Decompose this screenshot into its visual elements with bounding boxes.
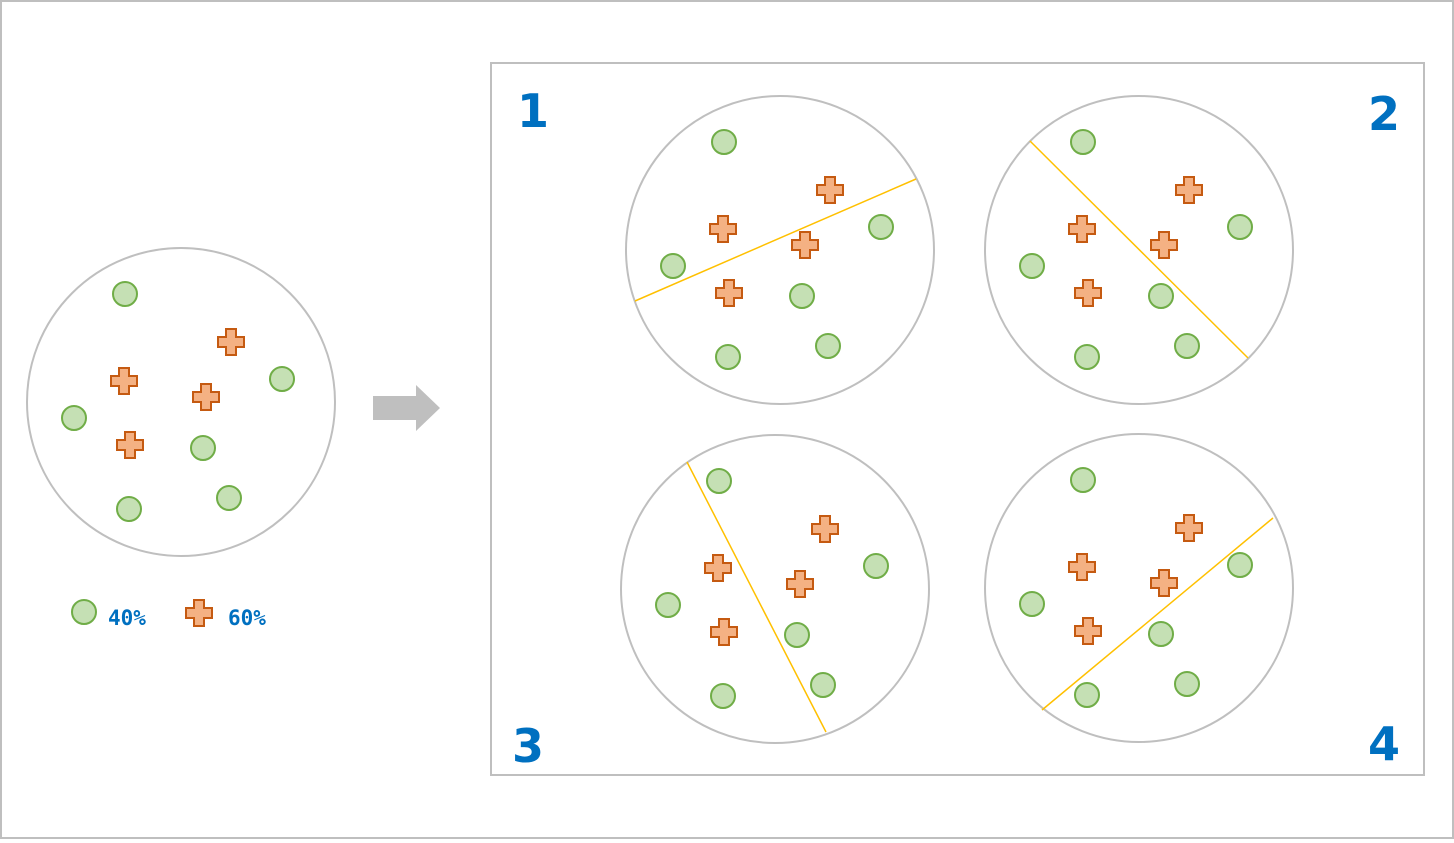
green-circle-marker: [1227, 214, 1253, 240]
legend-circle-label: 40%: [108, 606, 146, 630]
orange-cross-marker: [192, 383, 220, 411]
green-circle-marker: [216, 485, 242, 511]
orange-cross-marker: [1150, 231, 1178, 259]
orange-cross-marker: [786, 570, 814, 598]
legend: 40% 60%: [71, 599, 266, 630]
green-circle-marker: [1070, 129, 1096, 155]
panel-1-population: [625, 95, 935, 405]
orange-cross-marker: [811, 515, 839, 543]
population-boundary: [620, 434, 930, 744]
legend-cross-icon: [185, 599, 213, 627]
panel-2-population: [984, 95, 1294, 405]
green-circle-marker: [71, 599, 97, 625]
green-circle-marker: [1148, 283, 1174, 309]
population-boundary: [984, 433, 1294, 743]
orange-cross-marker: [1068, 215, 1096, 243]
green-circle-marker: [112, 281, 138, 307]
green-circle-marker: [1148, 621, 1174, 647]
green-circle-marker: [1074, 344, 1100, 370]
green-circle-marker: [815, 333, 841, 359]
orange-cross-marker: [710, 618, 738, 646]
green-circle-marker: [1070, 467, 1096, 493]
panel-number-2: 2: [1368, 87, 1400, 141]
source-population: [26, 247, 336, 557]
orange-cross-marker: [791, 231, 819, 259]
population-boundary: [26, 247, 336, 557]
green-circle-marker: [784, 622, 810, 648]
green-circle-marker: [810, 672, 836, 698]
orange-cross-marker: [217, 328, 245, 356]
green-circle-marker: [868, 214, 894, 240]
panel-4-population: [984, 433, 1294, 743]
orange-cross-marker: [1150, 569, 1178, 597]
orange-cross-marker: [709, 215, 737, 243]
green-circle-marker: [116, 496, 142, 522]
green-circle-marker: [1174, 671, 1200, 697]
orange-cross-marker: [1175, 514, 1203, 542]
legend-cross-label: 60%: [228, 606, 266, 630]
panel-number-3: 3: [512, 719, 544, 773]
panel-number-4: 4: [1368, 717, 1400, 771]
green-circle-marker: [715, 344, 741, 370]
green-circle-marker: [190, 435, 216, 461]
green-circle-marker: [1074, 682, 1100, 708]
orange-cross-marker: [1074, 617, 1102, 645]
orange-cross-marker: [1074, 279, 1102, 307]
green-circle-marker: [655, 592, 681, 618]
orange-cross-marker: [704, 554, 732, 582]
green-circle-marker: [706, 468, 732, 494]
orange-cross-marker: [1175, 176, 1203, 204]
green-circle-marker: [789, 283, 815, 309]
orange-cross-marker: [110, 367, 138, 395]
split-line: [634, 178, 917, 302]
orange-cross-marker: [116, 431, 144, 459]
green-circle-marker: [269, 366, 295, 392]
legend-circle-icon: [71, 599, 97, 625]
green-circle-marker: [711, 129, 737, 155]
panel-3-population: [620, 434, 930, 744]
orange-cross-marker: [816, 176, 844, 204]
split-line: [686, 461, 827, 733]
green-circle-marker: [1227, 552, 1253, 578]
split-line: [1029, 140, 1249, 359]
green-circle-marker: [61, 405, 87, 431]
green-circle-marker: [863, 553, 889, 579]
panel-number-1: 1: [517, 84, 549, 138]
green-circle-marker: [1019, 591, 1045, 617]
orange-cross-marker: [1068, 553, 1096, 581]
right-arrow-icon: [373, 385, 440, 431]
population-boundary: [625, 95, 935, 405]
green-circle-marker: [1019, 253, 1045, 279]
orange-cross-marker: [715, 279, 743, 307]
panels-frame: [490, 62, 1425, 776]
green-circle-marker: [710, 683, 736, 709]
split-line: [1041, 517, 1274, 711]
green-circle-marker: [660, 253, 686, 279]
green-circle-marker: [1174, 333, 1200, 359]
orange-cross-marker: [185, 599, 213, 627]
